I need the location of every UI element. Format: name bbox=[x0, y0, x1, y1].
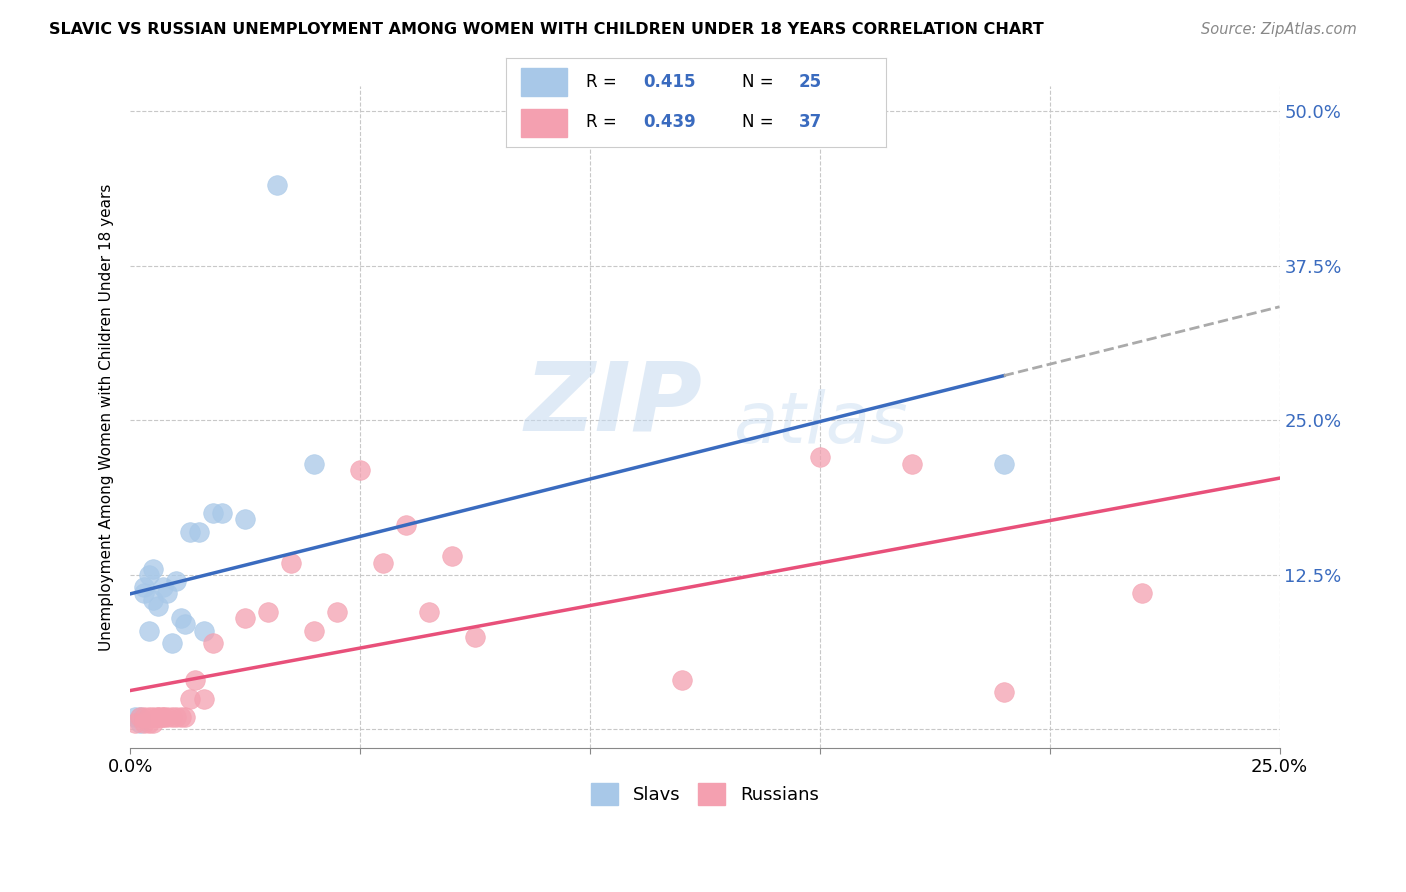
Point bbox=[142, 562, 165, 576]
Point bbox=[179, 691, 201, 706]
Point bbox=[418, 605, 440, 619]
Point bbox=[128, 710, 150, 724]
Text: R =: R = bbox=[586, 73, 621, 91]
Point bbox=[395, 518, 418, 533]
Point bbox=[901, 457, 924, 471]
Bar bbox=[522, 68, 567, 96]
Point bbox=[134, 580, 156, 594]
Point bbox=[152, 580, 174, 594]
Point bbox=[152, 710, 174, 724]
Point bbox=[170, 611, 193, 625]
Point bbox=[266, 178, 288, 193]
Point bbox=[174, 710, 197, 724]
Text: N =: N = bbox=[741, 113, 779, 131]
Text: 0.415: 0.415 bbox=[643, 73, 696, 91]
Point bbox=[349, 463, 371, 477]
Point bbox=[170, 710, 193, 724]
Y-axis label: Unemployment Among Women with Children Under 18 years: Unemployment Among Women with Children U… bbox=[100, 184, 114, 651]
Point bbox=[464, 630, 486, 644]
Point bbox=[326, 605, 349, 619]
Point bbox=[165, 574, 187, 588]
Text: 0.439: 0.439 bbox=[643, 113, 696, 131]
Text: SLAVIC VS RUSSIAN UNEMPLOYMENT AMONG WOMEN WITH CHILDREN UNDER 18 YEARS CORRELAT: SLAVIC VS RUSSIAN UNEMPLOYMENT AMONG WOM… bbox=[49, 22, 1045, 37]
Point bbox=[174, 617, 197, 632]
Point bbox=[183, 673, 205, 687]
Point bbox=[160, 710, 183, 724]
Point bbox=[1130, 586, 1153, 600]
Text: Source: ZipAtlas.com: Source: ZipAtlas.com bbox=[1201, 22, 1357, 37]
Point bbox=[156, 586, 179, 600]
Point bbox=[124, 716, 146, 731]
Text: 25: 25 bbox=[799, 73, 821, 91]
Point bbox=[993, 685, 1015, 699]
Point bbox=[142, 716, 165, 731]
Point bbox=[146, 710, 169, 724]
Text: atlas: atlas bbox=[733, 389, 907, 458]
Text: R =: R = bbox=[586, 113, 621, 131]
Point bbox=[188, 524, 211, 539]
Text: 37: 37 bbox=[799, 113, 821, 131]
Point bbox=[193, 691, 215, 706]
Point bbox=[302, 457, 325, 471]
Point bbox=[128, 710, 150, 724]
Point bbox=[280, 556, 302, 570]
Bar bbox=[522, 109, 567, 137]
Point bbox=[671, 673, 693, 687]
Point bbox=[124, 710, 146, 724]
Point bbox=[233, 512, 256, 526]
Point bbox=[179, 524, 201, 539]
Point bbox=[138, 710, 160, 724]
Point bbox=[211, 506, 233, 520]
Text: ZIP: ZIP bbox=[524, 358, 702, 450]
Point bbox=[128, 716, 150, 731]
Point bbox=[373, 556, 395, 570]
Point bbox=[152, 710, 174, 724]
Point bbox=[233, 611, 256, 625]
Point bbox=[257, 605, 280, 619]
Point bbox=[160, 636, 183, 650]
Point bbox=[138, 716, 160, 731]
Point bbox=[138, 567, 160, 582]
Point bbox=[202, 506, 225, 520]
Point bbox=[138, 624, 160, 638]
Point bbox=[146, 599, 169, 613]
Point bbox=[156, 710, 179, 724]
Point bbox=[202, 636, 225, 650]
Point bbox=[142, 592, 165, 607]
Legend: Slavs, Russians: Slavs, Russians bbox=[583, 775, 825, 812]
Text: N =: N = bbox=[741, 73, 779, 91]
Point bbox=[808, 450, 831, 465]
Point bbox=[134, 586, 156, 600]
Point bbox=[134, 716, 156, 731]
Point bbox=[302, 624, 325, 638]
Point bbox=[441, 549, 464, 564]
Point bbox=[142, 710, 165, 724]
Point bbox=[134, 710, 156, 724]
Point bbox=[993, 457, 1015, 471]
Point bbox=[165, 710, 187, 724]
Point bbox=[193, 624, 215, 638]
Point bbox=[146, 710, 169, 724]
